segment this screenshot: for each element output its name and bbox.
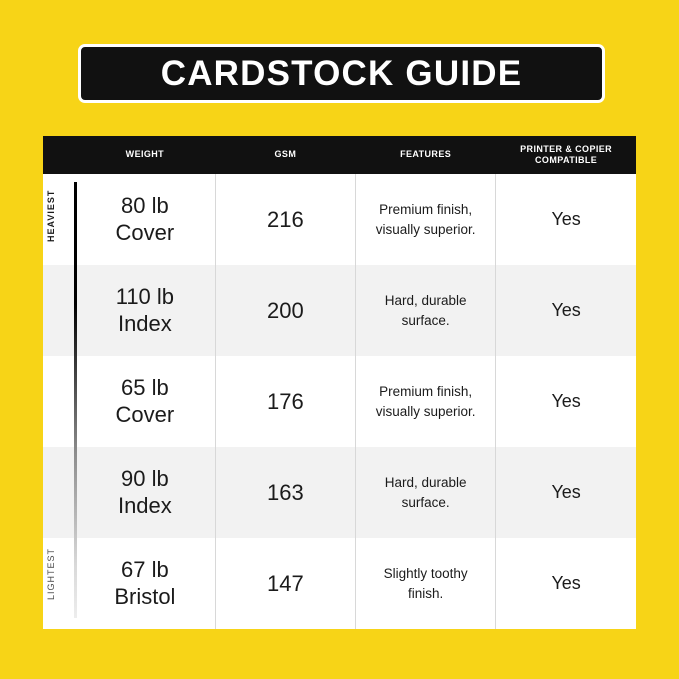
cardstock-table-container: WEIGHT GSM FEATURES PRINTER & COPIER COM… <box>43 136 636 629</box>
cell-gsm: 163 <box>214 447 356 538</box>
weight-line1: 65 lb <box>121 375 169 401</box>
features-line1: Slightly toothy <box>383 565 468 581</box>
header-weight: WEIGHT <box>75 136 216 174</box>
cell-gsm: 176 <box>214 356 356 447</box>
cell-weight: 65 lb Cover <box>75 356 216 447</box>
header-gsm: GSM <box>214 136 356 174</box>
weight-line1: 80 lb <box>121 193 169 219</box>
cell-gsm: 200 <box>214 265 356 356</box>
row-scale-cell <box>43 447 75 538</box>
cell-gsm: 147 <box>214 538 356 629</box>
features-line1: Hard, durable <box>384 474 467 490</box>
row-scale-cell <box>43 174 75 265</box>
weight-line1: 67 lb <box>121 557 169 583</box>
weight-scale-gradient-bar <box>74 182 77 618</box>
table-row: 67 lb Bristol 147 Slightly toothy finish… <box>43 538 636 629</box>
cell-features: Premium finish, visually superior. <box>354 174 496 265</box>
cell-weight: 90 lb Index <box>75 447 216 538</box>
header-printer-compatible-line2: COMPATIBLE <box>535 155 598 165</box>
weight-line1: 110 lb <box>115 284 175 310</box>
features-line1: Premium finish, <box>379 383 473 399</box>
cell-weight: 67 lb Bristol <box>75 538 216 629</box>
features-line2: visually superior. <box>375 221 476 237</box>
table-row: 80 lb Cover 216 Premium finish, visually… <box>43 174 636 265</box>
table-header: WEIGHT GSM FEATURES PRINTER & COPIER COM… <box>43 136 636 174</box>
cell-compatible: Yes <box>495 356 636 447</box>
header-printer-compatible: PRINTER & COPIER COMPATIBLE <box>495 136 636 174</box>
cell-features: Premium finish, visually superior. <box>354 356 496 447</box>
features-line1: Hard, durable <box>384 292 467 308</box>
cell-compatible: Yes <box>495 538 636 629</box>
table-header-row: WEIGHT GSM FEATURES PRINTER & COPIER COM… <box>43 136 636 174</box>
row-scale-cell <box>43 538 75 629</box>
table-row: 65 lb Cover 176 Premium finish, visually… <box>43 356 636 447</box>
cell-features: Hard, durable surface. <box>354 265 496 356</box>
features-line2: surface. <box>401 494 450 510</box>
scale-label-lightest: LIGHTEST <box>46 547 56 600</box>
header-features: FEATURES <box>354 136 496 174</box>
cell-features: Slightly toothy finish. <box>354 538 496 629</box>
weight-line2: Index <box>117 310 172 336</box>
table-row: 90 lb Index 163 Hard, durable surface. Y… <box>43 447 636 538</box>
cardstock-table: WEIGHT GSM FEATURES PRINTER & COPIER COM… <box>43 136 636 629</box>
features-line2: finish. <box>407 585 444 601</box>
features-line2: visually superior. <box>375 403 476 419</box>
page-title: CARDSTOCK GUIDE <box>160 54 523 93</box>
features-line1: Premium finish, <box>379 201 473 217</box>
header-printer-compatible-line1: PRINTER & COPIER <box>520 143 613 154</box>
weight-line2: Index <box>117 492 172 518</box>
weight-line2: Cover <box>115 401 175 427</box>
cell-weight: 80 lb Cover <box>75 174 216 265</box>
table-body: 80 lb Cover 216 Premium finish, visually… <box>43 174 636 629</box>
table-row: 110 lb Index 200 Hard, durable surface. … <box>43 265 636 356</box>
scale-label-heaviest: HEAVIEST <box>46 189 56 242</box>
row-scale-cell <box>43 265 75 356</box>
weight-line2: Bristol <box>114 583 176 609</box>
cell-compatible: Yes <box>495 447 636 538</box>
cell-gsm: 216 <box>214 174 356 265</box>
cell-weight: 110 lb Index <box>75 265 216 356</box>
cell-compatible: Yes <box>495 174 636 265</box>
weight-line1: 90 lb <box>121 466 169 492</box>
row-scale-cell <box>43 356 75 447</box>
header-scale-spacer <box>43 136 75 174</box>
cell-features: Hard, durable surface. <box>354 447 496 538</box>
weight-line2: Cover <box>115 219 175 245</box>
cell-compatible: Yes <box>495 265 636 356</box>
features-line2: surface. <box>401 312 450 328</box>
title-banner: CARDSTOCK GUIDE <box>78 44 605 103</box>
